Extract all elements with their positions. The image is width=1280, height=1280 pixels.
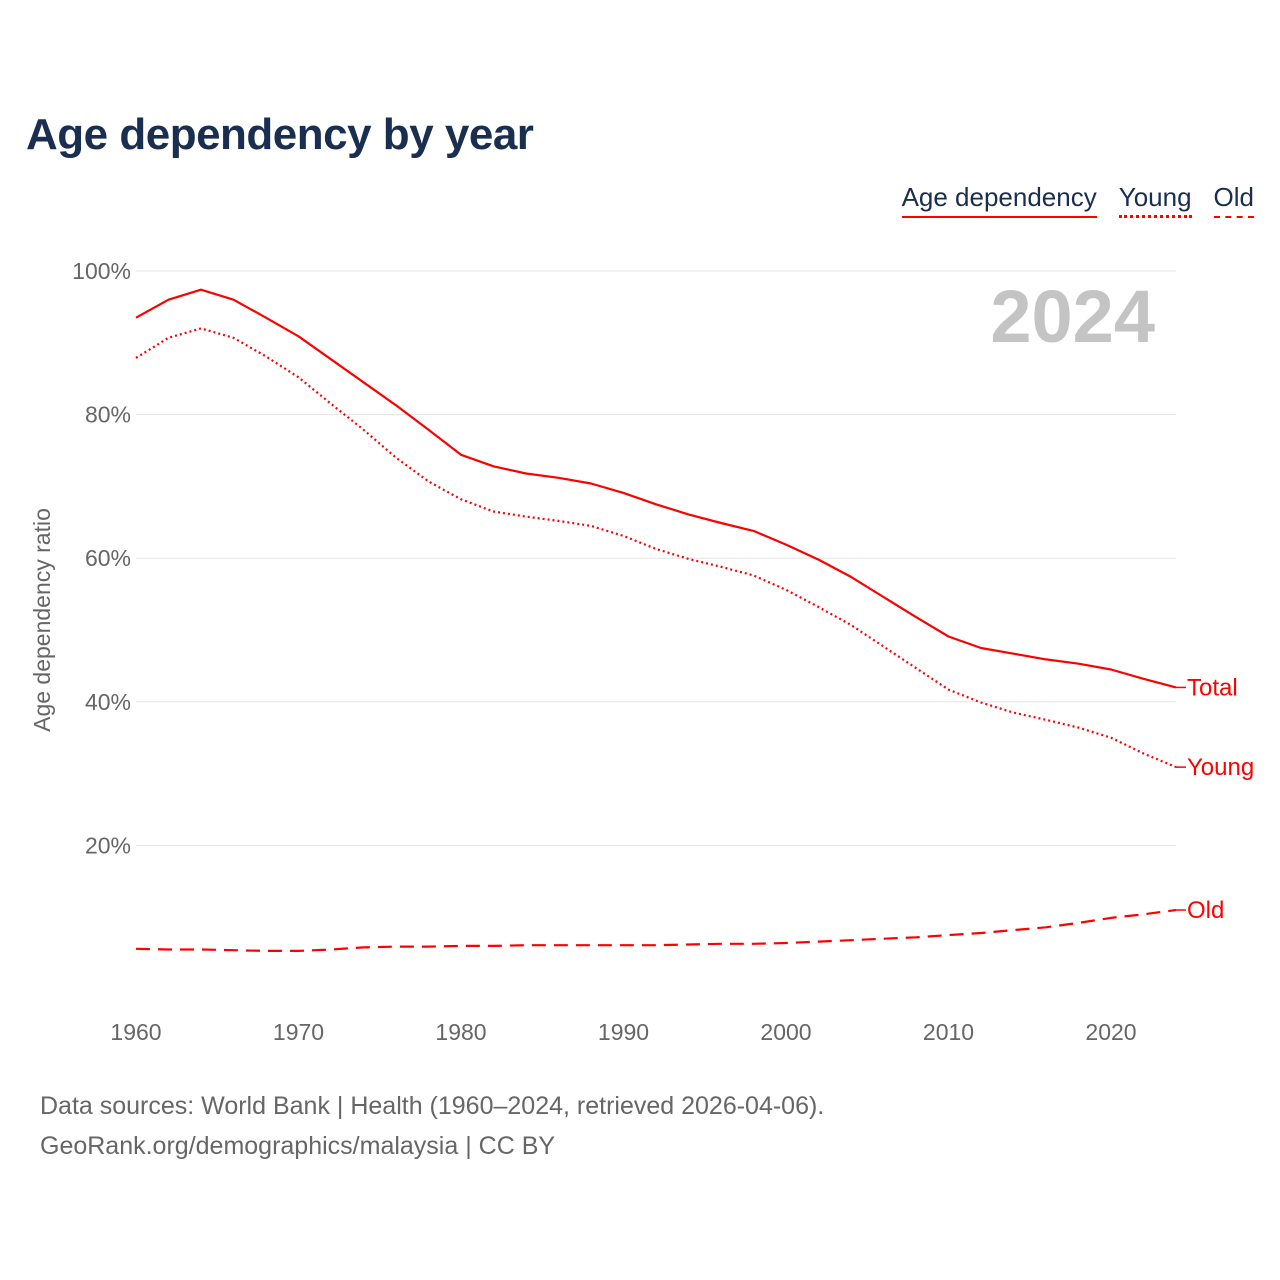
series-end-label: Old bbox=[1187, 897, 1224, 924]
footer: Data sources: World Bank | Health (1960–… bbox=[40, 1086, 824, 1166]
y-tick-label: 20% bbox=[85, 832, 131, 858]
legend-item-old[interactable]: Old bbox=[1213, 182, 1254, 218]
y-tick-label: 80% bbox=[85, 402, 131, 428]
legend-item-total[interactable]: Age dependency bbox=[901, 182, 1097, 218]
chart-title: Age dependency by year bbox=[26, 110, 534, 159]
series-line-total bbox=[135, 288, 1177, 689]
series-line-old bbox=[135, 908, 1177, 953]
x-tick-label: 1980 bbox=[435, 1019, 486, 1045]
x-tick-label: 2020 bbox=[1085, 1019, 1136, 1045]
series-end-label: Total bbox=[1187, 674, 1238, 701]
attribution-link[interactable]: GeoRank.org/demographics/malaysia | CC B… bbox=[40, 1132, 556, 1160]
x-tick-label: 1990 bbox=[598, 1019, 649, 1045]
y-tick-label: 40% bbox=[85, 689, 131, 715]
x-tick-label: 2000 bbox=[760, 1019, 811, 1045]
series-end-label: Young bbox=[1187, 754, 1254, 781]
y-tick-label: 100% bbox=[72, 258, 131, 284]
legend: Age dependency Young Old bbox=[901, 182, 1254, 218]
x-tick-label: 1970 bbox=[273, 1019, 324, 1045]
x-tick-label: 1960 bbox=[110, 1019, 161, 1045]
legend-item-young[interactable]: Young bbox=[1118, 182, 1192, 218]
y-tick-label: 60% bbox=[85, 545, 131, 571]
year-label: 2024 bbox=[990, 275, 1155, 358]
series-line-young bbox=[135, 327, 1177, 769]
x-tick-label: 2010 bbox=[923, 1019, 974, 1045]
data-source-text: Data sources: World Bank | Health (1960–… bbox=[40, 1092, 825, 1120]
y-axis-label: Age dependency ratio bbox=[29, 508, 55, 732]
